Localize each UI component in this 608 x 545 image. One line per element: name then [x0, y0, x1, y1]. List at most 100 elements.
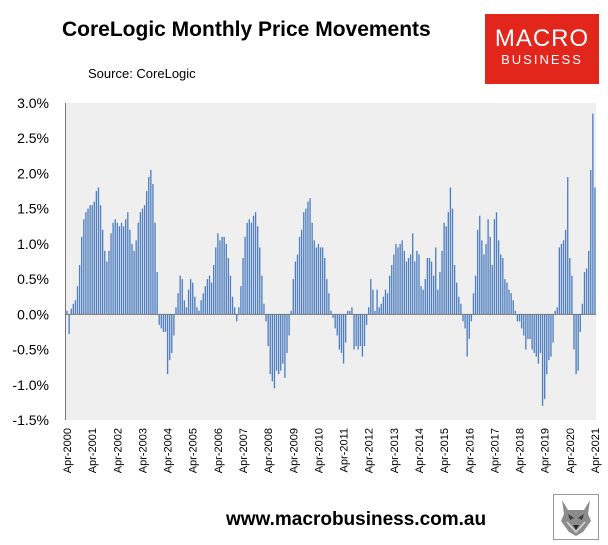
- bar: [292, 279, 294, 315]
- y-tick-label: -1.5%: [12, 412, 49, 428]
- bar: [139, 212, 142, 315]
- bar: [273, 314, 276, 389]
- bar: [386, 293, 389, 315]
- bar: [68, 314, 70, 335]
- bar: [474, 275, 477, 315]
- bar: [529, 314, 531, 339]
- bar: [106, 261, 108, 315]
- bar: [257, 226, 259, 315]
- bar: [399, 243, 401, 315]
- bar: [206, 279, 209, 315]
- bar: [577, 314, 579, 371]
- bar: [187, 289, 190, 315]
- bar: [391, 265, 393, 315]
- bar: [464, 314, 466, 329]
- bar: [307, 201, 309, 315]
- bar: [590, 169, 592, 315]
- bar: [378, 307, 380, 315]
- x-tick-label: Apr-2007: [238, 428, 250, 473]
- bar: [525, 314, 527, 350]
- source-note: Source: CoreLogic: [88, 66, 196, 81]
- bar: [208, 275, 211, 315]
- x-tick-label: Apr-2006: [213, 428, 225, 473]
- bar: [213, 265, 215, 315]
- x-tick-label: Apr-2015: [439, 428, 451, 473]
- bar: [150, 169, 152, 315]
- logo-line-business: BUSINESS: [501, 52, 583, 67]
- bar: [353, 314, 355, 350]
- bar: [217, 233, 219, 315]
- bar: [460, 303, 462, 315]
- bar: [412, 233, 414, 315]
- bar: [317, 243, 320, 315]
- bar: [78, 265, 81, 315]
- bar: [158, 314, 160, 325]
- bar: [156, 272, 158, 315]
- bar: [135, 240, 137, 315]
- bar: [583, 272, 586, 315]
- x-tick-label: Apr-2000: [62, 428, 74, 473]
- y-tick-label: 0.5%: [17, 271, 49, 287]
- bar: [516, 314, 519, 322]
- bar: [544, 314, 546, 399]
- bar: [470, 314, 473, 322]
- bar: [357, 314, 359, 350]
- x-tick-label: Apr-2019: [540, 428, 552, 473]
- bar: [504, 279, 506, 315]
- bar: [485, 243, 487, 315]
- bar: [66, 310, 68, 315]
- bar: [104, 250, 106, 315]
- bar: [334, 314, 336, 329]
- bar: [309, 198, 311, 315]
- bar: [70, 308, 72, 315]
- bar: [439, 272, 441, 315]
- x-tick-label: Apr-2020: [565, 428, 577, 473]
- bar: [95, 191, 98, 315]
- bar: [441, 250, 443, 315]
- bar: [420, 286, 422, 315]
- bar: [476, 229, 479, 315]
- bar: [282, 314, 284, 364]
- bar: [512, 300, 514, 315]
- bar: [562, 240, 565, 315]
- bar: [277, 314, 280, 375]
- bar: [520, 314, 523, 329]
- bar: [313, 240, 315, 315]
- bar: [338, 314, 341, 350]
- bar: [169, 314, 171, 361]
- bar: [527, 314, 529, 339]
- bar: [294, 261, 297, 315]
- y-tick-label: 0.0%: [17, 306, 49, 322]
- bar: [495, 212, 498, 315]
- website-url: www.macrobusiness.com.au: [226, 509, 487, 530]
- bar: [204, 286, 206, 315]
- bar: [83, 219, 85, 315]
- bar: [175, 307, 177, 315]
- bar: [196, 307, 198, 315]
- bar: [443, 222, 445, 315]
- bar: [326, 279, 328, 315]
- x-tick-label: Apr-2021: [590, 428, 602, 473]
- bar: [286, 314, 288, 354]
- bar: [533, 314, 535, 354]
- bar: [349, 310, 351, 315]
- bar: [418, 254, 420, 315]
- bar: [579, 314, 581, 332]
- x-tick-label: Apr-2014: [414, 428, 426, 473]
- bar: [462, 314, 464, 322]
- bar: [344, 314, 347, 343]
- bar: [531, 314, 533, 350]
- bar: [87, 208, 89, 315]
- bar: [311, 222, 313, 315]
- bar: [131, 243, 133, 315]
- bar: [328, 293, 330, 315]
- bar: [502, 257, 504, 315]
- bar: [74, 300, 77, 315]
- logo-line-macro: MACRO: [494, 25, 590, 52]
- bar: [85, 212, 87, 315]
- bar: [376, 289, 378, 315]
- bar: [280, 314, 282, 371]
- bar: [359, 314, 361, 347]
- bar: [263, 303, 265, 315]
- bar: [594, 187, 596, 315]
